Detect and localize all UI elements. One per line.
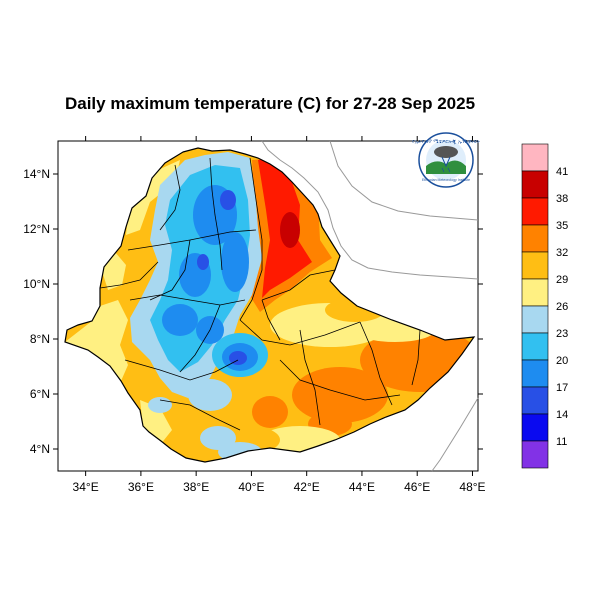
colorbar-swatch bbox=[521, 440, 549, 469]
colorbar-label: 14 bbox=[556, 409, 568, 421]
lat-tick-label: 12°N bbox=[23, 222, 50, 236]
colorbar-swatch bbox=[521, 359, 549, 388]
lon-tick-labels: 34°E 36°E 38°E 40°E 42°E 44°E 46°E 48°E bbox=[73, 480, 486, 494]
colorbar-label: 23 bbox=[556, 328, 568, 340]
colorbar-label: 20 bbox=[556, 355, 568, 367]
logo-script-text: የኢትዮጵያ ሜቴዎሮሎጂ ኢንስቲትዩት bbox=[412, 139, 480, 145]
colorbar-swatch bbox=[521, 224, 549, 253]
lon-tick-label: 42°E bbox=[294, 480, 320, 494]
lat-tick-label: 8°N bbox=[30, 332, 50, 346]
lat-tick-label: 6°N bbox=[30, 387, 50, 401]
colorbar: 41 38 35 32 29 26 23 20 17 14 11 bbox=[521, 143, 568, 469]
neighbor-boundaries bbox=[261, 140, 479, 472]
lat-tick-label: 4°N bbox=[30, 442, 50, 456]
regional-boundaries bbox=[99, 157, 421, 431]
lon-tick-label: 46°E bbox=[404, 480, 430, 494]
colorbar-label: 38 bbox=[556, 193, 568, 205]
colorbar-label: 41 bbox=[556, 166, 568, 178]
colorbar-label: 29 bbox=[556, 274, 568, 286]
lon-tick-label: 40°E bbox=[238, 480, 264, 494]
colorbar-swatch bbox=[521, 278, 549, 307]
ethiopian-meteorology-institute-logo: የኢትዮጵያ ሜቴዎሮሎጂ ኢንስቲትዩት Ethiopian Meteorol… bbox=[412, 132, 480, 188]
colorbar-label: 26 bbox=[556, 301, 568, 313]
lat-tick-labels: 14°N 12°N 10°N 8°N 6°N 4°N bbox=[23, 167, 50, 456]
colorbar-swatch bbox=[521, 386, 549, 415]
lat-tick-label: 10°N bbox=[23, 277, 50, 291]
lon-tick-label: 48°E bbox=[459, 480, 485, 494]
colorbar-label: 32 bbox=[556, 247, 568, 259]
colorbar-label: 17 bbox=[556, 382, 568, 394]
lat-tick-label: 14°N bbox=[23, 167, 50, 181]
colorbar-label: 11 bbox=[556, 436, 567, 448]
colorbar-swatch bbox=[521, 170, 549, 199]
lon-tick-label: 44°E bbox=[349, 480, 375, 494]
lon-tick-label: 38°E bbox=[183, 480, 209, 494]
colorbar-swatch bbox=[521, 197, 549, 226]
colorbar-swatch bbox=[521, 143, 549, 172]
colorbar-swatch bbox=[521, 332, 549, 361]
lon-tick-label: 36°E bbox=[128, 480, 154, 494]
colorbar-swatch bbox=[521, 251, 549, 280]
lon-tick-label: 34°E bbox=[73, 480, 99, 494]
map-title: Daily maximum temperature (C) for 27-28 … bbox=[64, 94, 476, 113]
axis-ticks bbox=[53, 136, 483, 476]
colorbar-swatch bbox=[521, 305, 549, 334]
colorbar-label: 35 bbox=[556, 220, 568, 232]
colorbar-swatch bbox=[521, 413, 549, 442]
logo-english-text: Ethiopian Meteorology Institute bbox=[422, 178, 470, 182]
